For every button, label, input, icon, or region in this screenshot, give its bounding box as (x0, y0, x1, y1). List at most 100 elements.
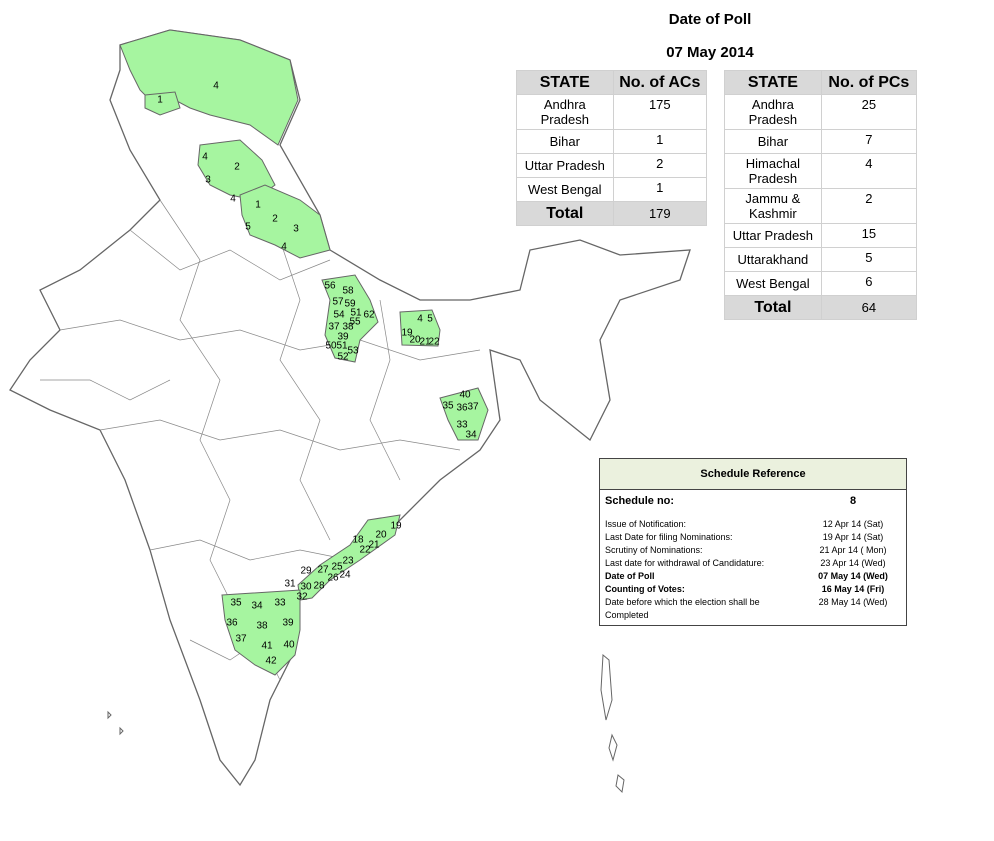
constituency-number: 1 (157, 95, 163, 106)
count-cell: 6 (820, 271, 918, 296)
constituency-number: 25 (331, 562, 343, 573)
schedule-date: 07 May 14 (Wed) (818, 571, 888, 581)
schedule-label: Scrutiny of Nominations: (605, 545, 703, 555)
constituency-number: 4 (230, 194, 236, 205)
state-cell: Andhra Pradesh (724, 94, 822, 130)
ac-table: STATE No. of ACs Andhra Pradesh 175 Bihar 1 Ut… (516, 70, 708, 226)
schedule-items: Issue of Notification: 12 Apr 14 (Sat) Las… (600, 518, 906, 620)
constituency-number: 3 (293, 224, 299, 235)
constituency-number: 34 (251, 601, 263, 612)
count-cell: 2 (612, 153, 708, 178)
constituency-number: 36 (226, 618, 238, 629)
count-cell: 1 (612, 177, 708, 202)
constituency-number: 23 (342, 556, 354, 567)
constituency-number: 59 (344, 299, 356, 310)
constituency-number: 34 (465, 430, 477, 441)
constituency-number: 58 (342, 286, 354, 297)
constituency-number: 27 (317, 565, 329, 576)
schedule-label: Date of Poll (605, 571, 655, 581)
constituency-number: 51 (350, 308, 362, 319)
table-row: Himachal Pradesh 4 (724, 153, 918, 189)
schedule-row: Issue of Notification: 12 Apr 14 (Sat) (600, 518, 906, 531)
schedule-label: Last date for withdrawal of Candidature: (605, 558, 765, 568)
schedule-label: Date before which the election shall be … (605, 597, 760, 620)
table-row: Bihar 7 (724, 129, 918, 154)
country-outline (9, 29, 691, 787)
state-cell: Bihar (516, 129, 614, 154)
count-cell: 15 (820, 223, 918, 248)
count-cell: 5 (820, 247, 918, 272)
constituency-number: 5 (245, 222, 251, 233)
state-cell: Himachal Pradesh (724, 153, 822, 189)
count-cell: 4 (820, 153, 918, 189)
schedule-date: 28 May 14 (Wed) (818, 597, 888, 607)
schedule-label: Issue of Notification: (605, 519, 687, 529)
schedule-date: 12 Apr 14 (Sat) (822, 519, 884, 529)
constituency-number: 29 (300, 566, 312, 577)
state-cell: Uttar Pradesh (516, 153, 614, 178)
count-cell: 175 (612, 94, 708, 130)
constituency-number: 41 (261, 641, 273, 652)
constituency-number: 62 (363, 310, 375, 321)
constituency-number: 26 (327, 573, 339, 584)
constituency-number: 31 (284, 579, 296, 590)
constituency-number: 22 (359, 545, 371, 556)
constituency-number: 5 (427, 314, 433, 325)
count-cell: 1 (612, 129, 708, 154)
table-row: West Bengal 6 (724, 271, 918, 296)
schedule-box: Schedule Reference Schedule no: 8 Issue … (599, 458, 907, 626)
constituency-number: 51 (336, 341, 348, 352)
count-cell: 2 (820, 188, 918, 224)
islands (107, 653, 625, 794)
table-row: Uttar Pradesh 15 (724, 223, 918, 248)
constituency-number: 40 (459, 390, 471, 401)
state-cell: Andhra Pradesh (516, 94, 614, 130)
total-value: 179 (612, 201, 708, 226)
table-row: Uttar Pradesh 2 (516, 153, 708, 178)
constituency-number: 30 (300, 582, 312, 593)
constituency-number: 54 (333, 310, 345, 321)
header-row: STATE No. of ACs (516, 70, 708, 95)
constituency-number: 37 (467, 402, 479, 413)
total-label: Total (516, 201, 614, 226)
constituency-number: 4 (417, 314, 423, 325)
table-row: Uttarakhand 5 (724, 247, 918, 272)
constituency-number: 53 (347, 346, 359, 357)
constituency-number: 37 (328, 322, 340, 333)
constituency-number: 50 (325, 341, 337, 352)
constituency-number: 18 (352, 535, 364, 546)
count-cell: 25 (820, 94, 918, 130)
count-cell: 7 (820, 129, 918, 154)
constituency-number: 38 (342, 322, 354, 333)
constituency-number: 4 (202, 152, 208, 163)
header-row: STATE No. of PCs (724, 70, 918, 95)
constituency-number: 4 (213, 81, 219, 92)
state-cell: Uttar Pradesh (724, 223, 822, 248)
constituency-number: 33 (274, 598, 286, 609)
table-row: Andhra Pradesh 175 (516, 94, 708, 130)
constituency-number: 39 (337, 332, 349, 343)
constituency-number: 32 (296, 592, 308, 603)
schedule-row: Last date for withdrawal of Candidature:… (600, 557, 906, 570)
schedule-title: Schedule Reference (600, 459, 906, 490)
state-cell: West Bengal (516, 177, 614, 202)
schedule-label: Counting of Votes: (605, 584, 685, 594)
schedule-row: Counting of Votes: 16 May 14 (Fri) (600, 583, 906, 596)
column-header: No. of PCs (820, 70, 918, 95)
table-row: Bihar 1 (516, 129, 708, 154)
schedule-date: 19 Apr 14 (Sat) (822, 532, 884, 542)
constituency-number: 36 (456, 403, 468, 414)
constituency-number: 4 (281, 242, 287, 253)
constituency-number: 38 (256, 621, 268, 632)
constituency-number: 56 (324, 281, 336, 292)
state-cell: Jammu & Kashmir (724, 188, 822, 224)
table-row: Andhra Pradesh 25 (724, 94, 918, 130)
constituency-number: 28 (313, 581, 325, 592)
state-cell: Uttarakhand (724, 247, 822, 272)
constituency-number: 3 (205, 175, 211, 186)
constituency-number: 22 (428, 337, 440, 348)
constituency-number: 37 (235, 634, 247, 645)
